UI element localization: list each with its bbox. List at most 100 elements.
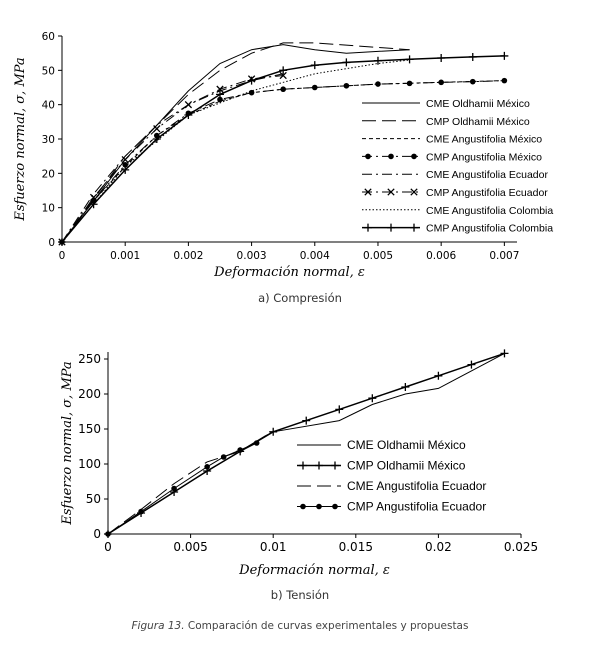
chart-1-x-label: Deformación normal, ε xyxy=(238,563,390,578)
chart-1-series-1-point xyxy=(302,416,311,425)
chart-0-series-4-line xyxy=(61,73,284,243)
chart-0-x-tick-label: 0.002 xyxy=(173,250,203,262)
chart-1-series-3-point xyxy=(220,454,227,460)
chart-0-series-3-point xyxy=(469,78,476,85)
chart-0-series-7-point xyxy=(247,76,256,85)
chart-1-y-tick-label: 250 xyxy=(78,352,101,366)
chart-0-series-4 xyxy=(61,73,284,243)
chart-a-caption: a) Compresión xyxy=(258,291,342,305)
chart-1-series-3-point xyxy=(138,508,144,515)
chart-1-series-1-point xyxy=(467,360,476,369)
chart-1-series-1-point xyxy=(335,405,344,414)
chart-1-series-3-point xyxy=(171,485,177,492)
chart-1-legend: CME Oldhamii México CMP Oldhamii México CM… xyxy=(297,438,486,514)
chart-0-legend-label: CME Angustifolia Ecuador xyxy=(426,169,548,181)
chart-0-legend-marker xyxy=(411,153,417,160)
chart-1-series-1-point xyxy=(434,371,443,380)
chart-0-series-7-point xyxy=(310,61,319,70)
chart-1-y-label: Esfuerzo normal, σ, MPa xyxy=(60,361,75,525)
chart-1: 0 0.005 0.01 0.015 0.02 0.025 0 50 100 150 200 250 D… xyxy=(60,349,538,578)
chart-1-series-3-point xyxy=(237,447,243,453)
chart-1-x-tick-label: 0 xyxy=(104,540,112,554)
chart-0-series-3-point xyxy=(501,77,508,84)
chart-0-series-3-point xyxy=(217,96,223,103)
chart-0-legend: CME Oldhamii México CMP Oldhamii México CM… xyxy=(362,98,553,235)
chart-0-legend-label: CMP Angustifolia Colombia xyxy=(426,223,553,235)
chart-0-series-7-point xyxy=(152,135,161,143)
chart-1-y-tick-label: 100 xyxy=(78,457,101,471)
chart-0-series-1-line xyxy=(61,42,410,243)
figure-caption-text: Comparación de curvas experimentales y p… xyxy=(184,620,469,632)
chart-0-series-5-point xyxy=(216,85,224,93)
chart-1-y-tick-label: 200 xyxy=(78,387,101,401)
chart-0-legend-label: CMP Angustifolia México xyxy=(426,151,542,163)
chart-0-series-7-point xyxy=(437,53,446,62)
chart-0-legend-marker xyxy=(387,188,395,196)
chart-0-legend-marker xyxy=(410,223,418,232)
chart-1-legend-marker xyxy=(299,461,307,470)
chart-0-series-3-point xyxy=(122,161,128,168)
chart-0-series-7-point xyxy=(89,200,98,209)
chart-0-legend-label: CME Angustifolia Colombia xyxy=(426,205,553,217)
chart-1-series-3-point xyxy=(204,464,210,470)
chart-1-y-tick-label: 50 xyxy=(86,492,101,506)
chart-0-legend-marker xyxy=(410,188,418,196)
chart-0-x-tick-label: 0.001 xyxy=(110,250,140,262)
chart-0-legend-marker xyxy=(388,153,394,160)
chart-0: 0 0.001 0.002 0.003 0.004 0.005 0.006 0.007 0 10 2… xyxy=(13,31,553,280)
chart-1-series-1-point xyxy=(500,349,509,358)
chart-0-y-tick-label: 60 xyxy=(42,31,55,43)
chart-0-series-0 xyxy=(61,44,410,243)
chart-0-series-0-line xyxy=(61,44,410,243)
chart-0-series-5 xyxy=(58,71,287,246)
chart-0-y-tick-label: 10 xyxy=(42,203,55,215)
chart-0-series-7-point xyxy=(58,238,66,246)
chart-0-series-7-point xyxy=(405,55,414,64)
chart-0-legend-label: CMP Angustifolia Ecuador xyxy=(426,187,548,199)
chart-1-series-1-point xyxy=(269,427,278,436)
chart-0-x-tick-label: 0.004 xyxy=(300,250,330,262)
chart-0-y-tick-label: 50 xyxy=(42,65,55,77)
chart-0-series-7-point xyxy=(215,90,224,99)
chart-0-y-tick-label: 30 xyxy=(42,134,55,146)
chart-1-series-1-point xyxy=(401,383,410,391)
chart-0-y-tick-label: 40 xyxy=(42,100,55,112)
chart-0-x-label: Deformación normal, ε xyxy=(213,265,365,280)
figure-caption-label: Figura 13. xyxy=(131,620,185,632)
chart-1-x-tick-label: 0.025 xyxy=(504,540,538,554)
chart-0-series-7-point xyxy=(342,58,351,67)
chart-0-series-5-point xyxy=(121,155,129,164)
chart-0-series-3-point xyxy=(311,84,318,91)
chart-0-series-3-point xyxy=(280,86,286,93)
chart-0-legend-marker xyxy=(364,188,372,196)
chart-b-caption: b) Tensión xyxy=(270,588,330,602)
chart-0-legend-label: CME Angustifolia México xyxy=(426,134,542,146)
chart-0-series-7-point xyxy=(468,52,477,61)
chart-0-series-5-line xyxy=(61,75,284,243)
chart-0-series-1 xyxy=(61,42,410,243)
chart-1-x-tick-label: 0.005 xyxy=(173,540,207,554)
chart-0-x-tick-label: 0.006 xyxy=(426,250,456,262)
chart-1-legend-marker xyxy=(316,503,322,510)
chart-0-x-tick-label: 0.007 xyxy=(489,250,519,262)
chart-1-legend-label: CMP Angustifolia Ecuador xyxy=(347,500,486,514)
chart-0-series-3-point xyxy=(406,80,413,87)
chart-0-series-7-point xyxy=(121,165,130,174)
chart-0-legend-label: CMP Oldhamii México xyxy=(426,116,530,128)
chart-0-x-tick-label: 0.003 xyxy=(237,250,267,262)
chart-0-x-tick-label: 0.005 xyxy=(363,250,393,262)
figure-caption: Figura 13. Comparación de curvas experim… xyxy=(0,620,600,632)
chart-0-series-7-point xyxy=(500,51,509,60)
chart-0-series-5-point xyxy=(89,193,98,202)
chart-0-series-5-point xyxy=(279,71,287,80)
chart-0-y-label: Esfuerzo normal, σ, MPa xyxy=(13,57,28,221)
chart-1-x-tick-label: 0.01 xyxy=(260,540,287,554)
chart-1-legend-marker xyxy=(331,461,339,470)
chart-0-legend-label: CME Oldhamii México xyxy=(426,98,530,110)
chart-1-legend-label: CME Angustifolia Ecuador xyxy=(347,479,486,493)
chart-0-y-tick-label: 20 xyxy=(42,168,55,180)
chart-1-legend-marker xyxy=(315,461,323,470)
chart-0-series-2-line xyxy=(61,80,505,243)
chart-1-legend-label: CME Oldhamii México xyxy=(347,438,466,452)
